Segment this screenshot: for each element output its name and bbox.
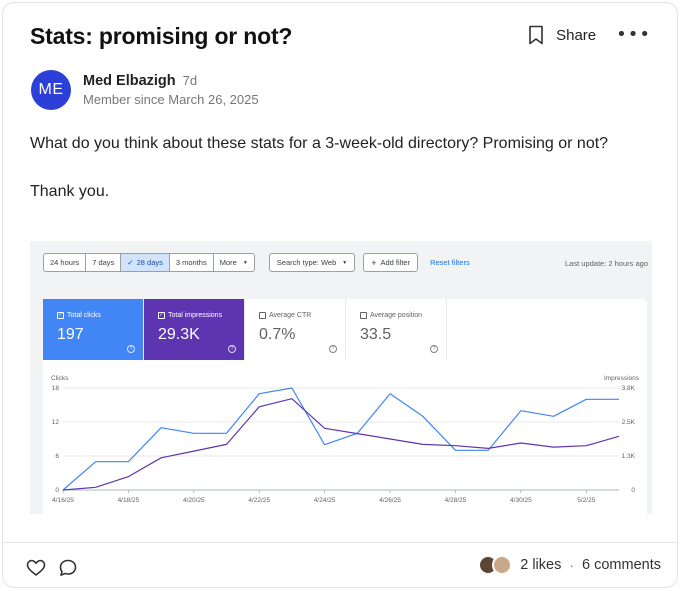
avatar[interactable]: ME bbox=[31, 70, 71, 110]
gsc-toolbar: 24 hours 7 days ✓ 28 days 3 months More … bbox=[43, 253, 470, 272]
performance-panel: ✓ Total clicks 197 ? ✓ Total impressions 2… bbox=[43, 299, 647, 514]
checkbox-unchecked-icon bbox=[259, 312, 266, 319]
y-tick-label: 6 bbox=[55, 453, 59, 460]
comments-count[interactable]: 6 comments bbox=[582, 557, 661, 573]
metric-tile-average-position[interactable]: Average position 33.5 ? bbox=[346, 299, 447, 360]
range-more[interactable]: More ▼ bbox=[214, 254, 254, 271]
share-button[interactable]: Share bbox=[556, 26, 597, 44]
likes-count[interactable]: 2 likes bbox=[520, 557, 562, 573]
metric-label: Average CTR bbox=[269, 312, 312, 319]
search-console-screenshot: 24 hours 7 days ✓ 28 days 3 months More … bbox=[30, 241, 652, 514]
help-icon: ? bbox=[430, 345, 438, 353]
range-more-label: More bbox=[219, 258, 237, 267]
y-tick-label: 12 bbox=[52, 419, 60, 426]
range-7-days[interactable]: 7 days bbox=[86, 254, 122, 271]
series-line-clicks bbox=[62, 387, 619, 491]
metric-tile-total-impressions[interactable]: ✓ Total impressions 29.3K ? bbox=[144, 299, 245, 360]
heart-icon[interactable] bbox=[26, 558, 46, 578]
author-block: ME Med Elbazigh 7d Member since March 26… bbox=[31, 70, 259, 110]
x-tick-label: 5/2/25 bbox=[577, 497, 595, 504]
x-tick-label: 4/30/25 bbox=[510, 497, 532, 504]
x-tick-label: 4/20/25 bbox=[183, 497, 205, 504]
member-since: Member since March 26, 2025 bbox=[83, 92, 259, 107]
liker-avatars[interactable] bbox=[478, 555, 513, 575]
performance-chart: Clicks Impressions 18 3.8K 12 2.5K 6 1.3K 0 0 4/16… bbox=[51, 375, 640, 504]
checkbox-unchecked-icon bbox=[360, 312, 367, 319]
search-type-label: Search type: Web bbox=[276, 258, 337, 267]
metric-tile-average-ctr[interactable]: Average CTR 0.7% ? bbox=[245, 299, 346, 360]
metric-label: Average position bbox=[370, 312, 423, 319]
metric-value: 197 bbox=[57, 326, 84, 343]
x-tick-label: 4/22/25 bbox=[248, 497, 270, 504]
range-24-hours[interactable]: 24 hours bbox=[44, 254, 87, 271]
range-28-days-label: 28 days bbox=[136, 258, 163, 267]
y2-tick-label: 1.3K bbox=[622, 453, 636, 460]
author-name[interactable]: Med Elbazigh bbox=[83, 73, 176, 89]
post-title: Stats: promising or not? bbox=[30, 23, 293, 49]
add-filter-label: Add filter bbox=[380, 258, 411, 267]
left-axis-label: Clicks bbox=[51, 375, 69, 382]
metric-tile-total-clicks[interactable]: ✓ Total clicks 197 ? bbox=[43, 299, 144, 360]
last-update: Last update: 2 hours ago bbox=[565, 259, 648, 268]
right-axis-label: Impressions bbox=[604, 375, 640, 382]
date-range-group: 24 hours 7 days ✓ 28 days 3 months More … bbox=[43, 253, 255, 272]
metric-value: 0.7% bbox=[259, 326, 296, 343]
metric-tiles: ✓ Total clicks 197 ? ✓ Total impressions 2… bbox=[43, 299, 447, 360]
author-meta: Med Elbazigh 7d Member since March 26, 2… bbox=[83, 73, 259, 107]
bookmark-icon[interactable] bbox=[528, 25, 544, 45]
reset-filters-link[interactable]: Reset filters bbox=[430, 258, 470, 267]
x-tick-label: 4/24/25 bbox=[314, 497, 336, 504]
search-type-chip[interactable]: Search type: Web ▼ bbox=[268, 253, 356, 272]
check-icon: ✓ bbox=[127, 258, 134, 267]
help-icon: ? bbox=[127, 345, 135, 353]
y-tick-label: 0 bbox=[55, 487, 59, 494]
range-28-days[interactable]: ✓ 28 days bbox=[121, 254, 170, 271]
post-paragraph: Thank you. bbox=[30, 183, 110, 200]
help-icon: ? bbox=[329, 345, 337, 353]
comment-icon[interactable] bbox=[58, 558, 78, 578]
engagement-summary: 2 likes · 6 comments bbox=[478, 555, 661, 575]
x-tick-label: 4/16/25 bbox=[52, 497, 74, 504]
checkbox-checked-icon: ✓ bbox=[158, 312, 165, 319]
post-footer: 2 likes · 6 comments bbox=[3, 542, 677, 587]
metric-label: Total clicks bbox=[67, 312, 101, 319]
range-3-months[interactable]: 3 months bbox=[170, 254, 214, 271]
y2-tick-label: 0 bbox=[631, 487, 635, 494]
more-options-button[interactable]: ••• bbox=[616, 24, 651, 45]
x-tick-label: 4/26/25 bbox=[379, 497, 401, 504]
post-actions: Share ••• bbox=[528, 25, 651, 45]
checkbox-checked-icon: ✓ bbox=[57, 312, 64, 319]
caret-down-icon: ▼ bbox=[242, 259, 248, 266]
y-tick-label: 18 bbox=[52, 385, 60, 392]
avatar bbox=[492, 555, 513, 575]
help-icon: ? bbox=[228, 345, 236, 353]
post-paragraph: What do you think about these stats for … bbox=[30, 135, 609, 152]
separator: · bbox=[569, 557, 575, 573]
caret-down-icon: ▼ bbox=[342, 259, 348, 266]
post-age: 7d bbox=[182, 73, 198, 88]
reaction-buttons bbox=[26, 558, 78, 578]
y2-tick-label: 3.8K bbox=[622, 385, 636, 392]
metric-value: 29.3K bbox=[158, 326, 200, 343]
metric-value: 33.5 bbox=[360, 326, 392, 343]
x-tick-label: 4/28/25 bbox=[445, 497, 467, 504]
metric-label: Total impressions bbox=[168, 312, 223, 319]
plus-icon: + bbox=[371, 257, 377, 268]
add-filter-chip[interactable]: + Add filter bbox=[363, 253, 419, 272]
x-tick-label: 4/18/25 bbox=[118, 497, 140, 504]
post-body: What do you think about these stats for … bbox=[30, 132, 630, 204]
series-line-impressions bbox=[62, 398, 620, 491]
y2-tick-label: 2.5K bbox=[622, 419, 636, 426]
